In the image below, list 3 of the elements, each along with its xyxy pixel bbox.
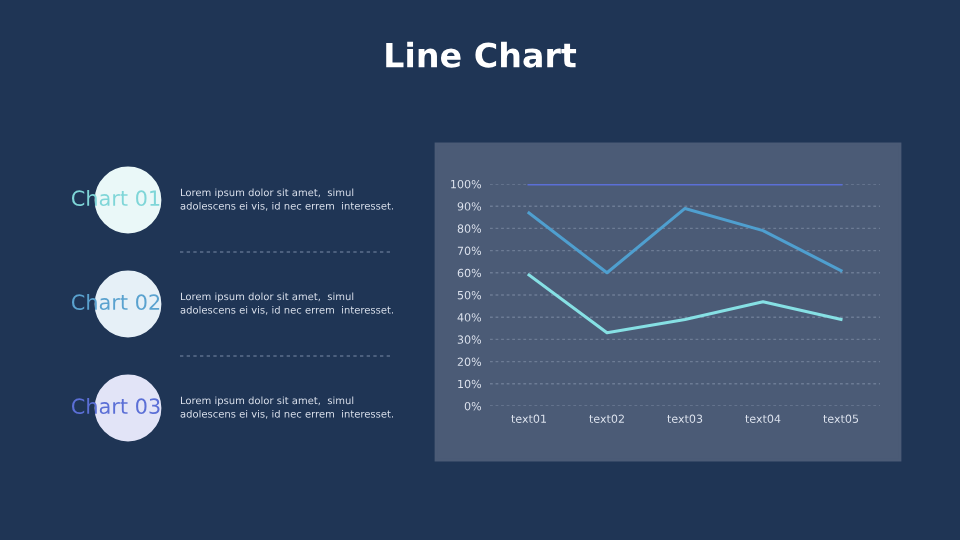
line-series: [527, 206, 843, 275]
chart-title: Line Chart: [386, 41, 577, 68]
line-series: [527, 273, 843, 335]
